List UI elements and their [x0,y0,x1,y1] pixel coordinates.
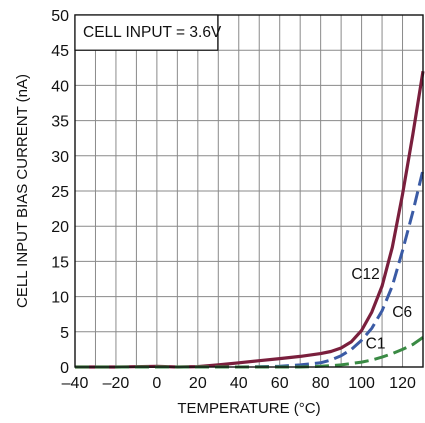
x-tick-label: 40 [230,375,248,392]
y-tick-label: 15 [51,254,69,271]
y-tick-label: 20 [51,219,69,236]
y-tick-label: 40 [51,78,69,95]
x-tick-label: –40 [62,375,89,392]
x-tick-label: 120 [389,375,416,392]
y-tick-label: 35 [51,114,69,131]
series-label-c1: C1 [366,336,386,353]
annotation-background [74,14,219,51]
y-tick-label: 0 [60,360,69,377]
y-tick-labels: 0 5 10 15 20 25 30 35 40 45 50 [51,8,69,377]
series-group [75,71,425,369]
y-tick-label: 5 [60,325,69,342]
x-tick-label: 20 [189,375,207,392]
y-axis-label: CELL INPUT BIAS CURRENT (nA) [14,74,31,308]
y-tick-label: 25 [51,184,69,201]
x-tick-label: 100 [348,375,375,392]
series-label-c6: C6 [392,304,412,321]
plot-frame [74,14,424,368]
x-tick-labels: –40 –20 0 20 40 60 80 100 120 [62,375,416,392]
x-axis-label: TEMPERATURE (°C) [177,400,320,417]
x-tick-label: 0 [152,375,161,392]
y-tick-label: 10 [51,290,69,307]
annotation-text: CELL INPUT = 3.6V [83,24,222,41]
y-tick-label: 30 [51,149,69,166]
x-tick-label: –20 [103,375,130,392]
x-tick-label: 80 [312,375,330,392]
series-line-c12 [75,71,425,369]
x-tick-label: 60 [271,375,289,392]
series-label-c12: C12 [351,266,379,283]
series-labels: C12 C6 C1 [351,266,412,353]
annotation-box: CELL INPUT = 3.6V [74,14,222,51]
y-tick-label: 50 [51,8,69,25]
y-tick-label: 45 [51,43,69,60]
